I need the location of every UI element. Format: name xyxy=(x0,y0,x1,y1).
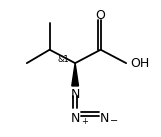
Text: &1: &1 xyxy=(57,55,69,64)
Text: N: N xyxy=(71,112,80,125)
Polygon shape xyxy=(72,63,78,86)
Text: N: N xyxy=(100,112,109,125)
Text: O: O xyxy=(96,9,106,22)
Text: OH: OH xyxy=(130,57,149,70)
Text: N: N xyxy=(71,88,80,101)
Text: −: − xyxy=(110,116,118,126)
Text: +: + xyxy=(81,117,88,126)
